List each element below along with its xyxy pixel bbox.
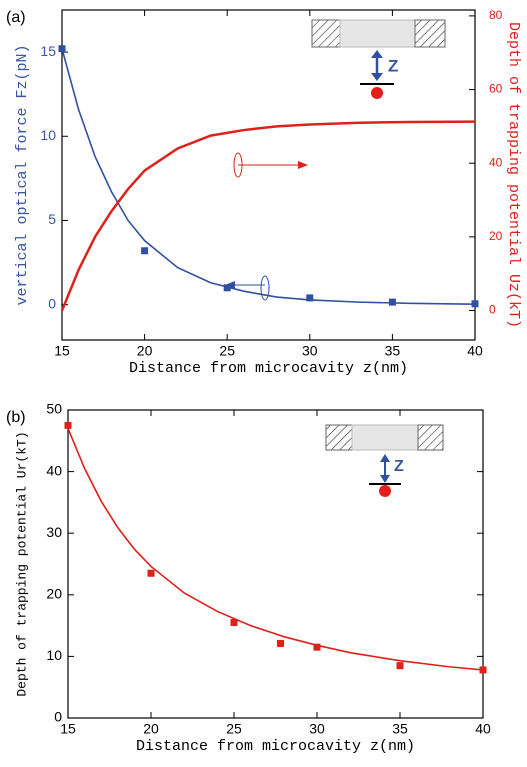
data-point	[230, 619, 238, 627]
data-point	[396, 662, 404, 670]
x-tick-label: 30	[309, 721, 325, 737]
y2-tick-label: 40	[489, 155, 503, 169]
x-tick-label: 25	[219, 343, 235, 359]
y-tick-label: 50	[46, 401, 62, 417]
data-point	[223, 284, 231, 292]
fit-curve	[60, 120, 476, 312]
x-tick-label: 15	[54, 343, 70, 359]
x-tick-label: 35	[392, 721, 408, 737]
data-point	[276, 639, 284, 647]
x-tick-label: 35	[385, 343, 401, 359]
y-tick-label: 0	[54, 709, 62, 725]
y-axis-label: vertical optical force Fz(pN)	[14, 44, 31, 305]
x-tick-label: 30	[302, 343, 318, 359]
y-tick-label: 20	[46, 586, 62, 602]
panel-label: (a)	[6, 9, 26, 26]
inset-b: Z	[325, 424, 444, 497]
data-point	[64, 421, 72, 429]
plot-frame	[67, 409, 484, 719]
y-tick-label: 40	[46, 462, 62, 478]
x-tick-label: 20	[143, 721, 159, 737]
y-tick-label: 15	[40, 43, 56, 59]
x-axis-label: Distance from microcavity z(nm)	[136, 738, 415, 755]
y-tick-label: 30	[46, 524, 62, 540]
y-tick-label: 10	[46, 647, 62, 663]
y2-tick-label: 20	[489, 229, 503, 243]
y2-axis-label: Depth of trapping potential Uz(kT)	[505, 22, 522, 328]
x-tick-label: 15	[60, 721, 76, 737]
inset-label: Z	[388, 56, 398, 75]
x-axis-label: Distance from microcavity z(nm)	[129, 360, 408, 377]
x-tick-label: 25	[226, 721, 242, 737]
y-axis-label: Depth of trapping potential Ur(kT)	[14, 431, 29, 696]
axis-arrows	[225, 152, 308, 301]
y2-tick-label: 80	[489, 8, 503, 22]
x-tick-label: 40	[467, 343, 483, 359]
y-tick-label: 10	[40, 127, 56, 143]
y-tick-label: 5	[48, 211, 56, 227]
y2-tick-label: 60	[489, 82, 503, 96]
data-point	[479, 666, 487, 674]
data-point	[313, 643, 321, 651]
inset-label: Z	[394, 458, 404, 475]
inset-a: Z	[311, 19, 446, 99]
fit-curve	[67, 428, 484, 671]
fit-curve	[61, 48, 476, 305]
panel-label: (b)	[6, 409, 26, 426]
plot-frame	[61, 9, 476, 341]
y-tick-label: 0	[48, 295, 56, 311]
x-tick-label: 40	[475, 721, 491, 737]
data-point	[306, 294, 314, 302]
y2-tick-label: 0	[489, 303, 496, 317]
data-point	[141, 247, 149, 255]
data-point	[147, 569, 155, 577]
x-tick-label: 20	[137, 343, 153, 359]
